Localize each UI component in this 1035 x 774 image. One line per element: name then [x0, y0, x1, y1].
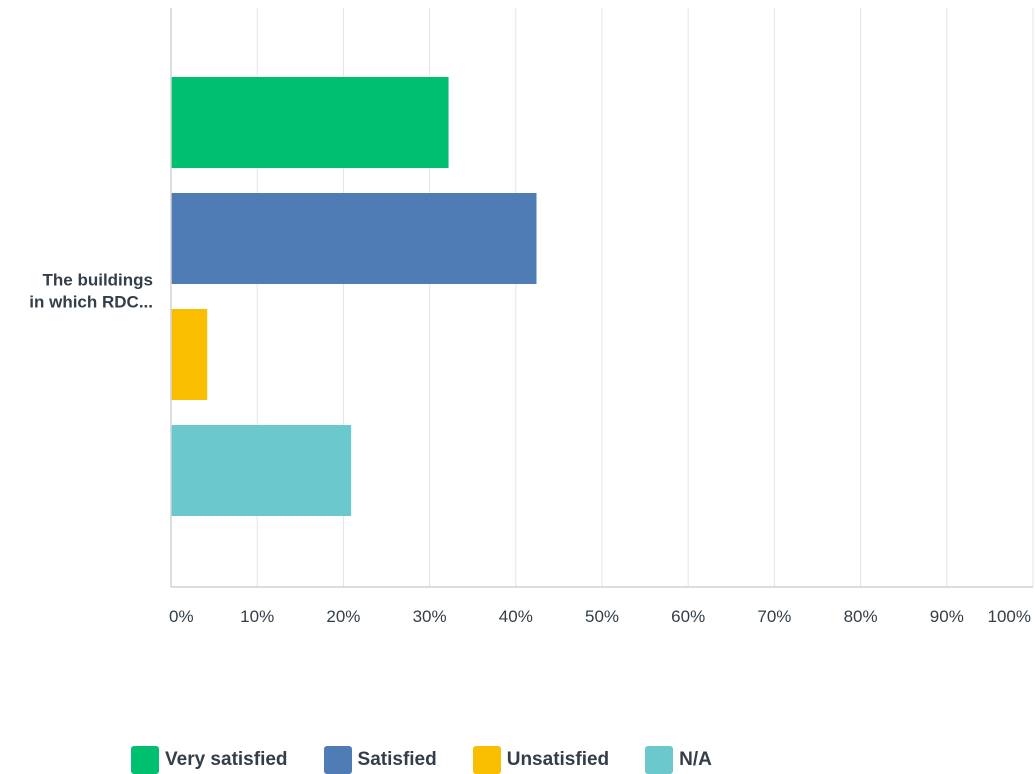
- legend-item[interactable]: Unsatisfied: [472, 746, 610, 774]
- x-tick-label: 80%: [844, 607, 878, 626]
- x-tick-labels: 0% 10% 20% 30% 40% 50% 60% 70% 80% 90% 100%: [169, 607, 1031, 626]
- x-tick-label: 0%: [169, 607, 194, 626]
- bar-very-satisfied[interactable]: [171, 77, 449, 168]
- legend-swatch: [323, 746, 352, 774]
- x-tick-label: 20%: [326, 607, 360, 626]
- x-tick-label: 70%: [757, 607, 791, 626]
- x-tick-label: 10%: [240, 607, 274, 626]
- bar-chart: 0% 10% 20% 30% 40% 50% 60% 70% 80% 90% 100% The bu…: [29, 8, 1034, 626]
- category-labels: The buildings in which RDC...: [29, 271, 153, 312]
- chart-container: 0% 10% 20% 30% 40% 50% 60% 70% 80% 90% 100% The bu…: [29, 8, 1034, 774]
- legend-label: N/A: [679, 749, 712, 770]
- category-label: The buildings: [43, 271, 154, 290]
- category-label: in which RDC...: [29, 293, 153, 312]
- legend-swatch: [131, 746, 159, 774]
- legend-label: Unsatisfied: [506, 749, 610, 770]
- bar-satisfied[interactable]: [171, 193, 537, 284]
- x-tick-label: 50%: [585, 607, 619, 626]
- legend-item[interactable]: Very satisfied: [131, 746, 288, 774]
- x-tick-label: 40%: [499, 607, 533, 626]
- legend-item[interactable]: Satisfied: [323, 746, 437, 774]
- legend-label: Very satisfied: [165, 749, 288, 770]
- legend-swatch: [645, 746, 674, 774]
- bars: [171, 77, 537, 516]
- legend: Very satisfied Satisfied Unsatisfied N/A: [131, 746, 748, 774]
- axes: [170, 8, 1033, 588]
- bar-unsatisfied[interactable]: [171, 309, 208, 400]
- bar-n-a[interactable]: [171, 425, 352, 516]
- x-tick-label: 100%: [988, 607, 1031, 626]
- legend-swatch: [472, 746, 501, 774]
- legend-label: Satisfied: [357, 749, 437, 770]
- x-tick-label: 90%: [930, 607, 964, 626]
- x-tick-label: 30%: [413, 607, 447, 626]
- x-tick-label: 60%: [671, 607, 705, 626]
- legend-item[interactable]: N/A: [645, 746, 712, 774]
